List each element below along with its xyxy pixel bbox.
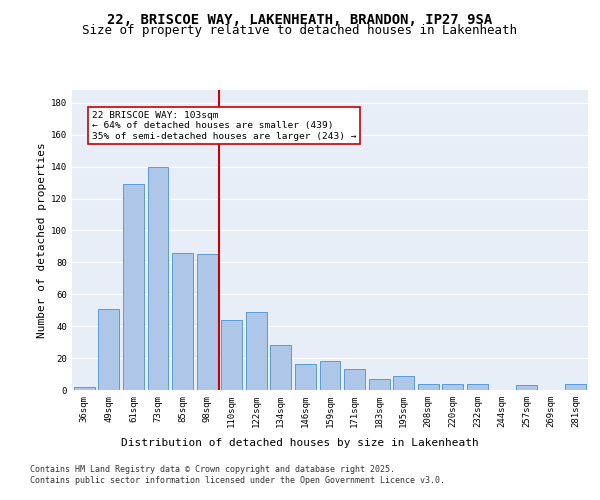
Bar: [442, 384, 463, 390]
Bar: [123, 184, 144, 390]
Y-axis label: Number of detached properties: Number of detached properties: [37, 142, 47, 338]
Bar: [172, 253, 193, 390]
Text: Distribution of detached houses by size in Lakenheath: Distribution of detached houses by size …: [121, 438, 479, 448]
Bar: [393, 376, 414, 390]
Text: 22, BRISCOE WAY, LAKENHEATH, BRANDON, IP27 9SA: 22, BRISCOE WAY, LAKENHEATH, BRANDON, IP…: [107, 12, 493, 26]
Text: Contains HM Land Registry data © Crown copyright and database right 2025.: Contains HM Land Registry data © Crown c…: [30, 465, 395, 474]
Bar: [271, 346, 292, 390]
Bar: [368, 379, 389, 390]
Text: Contains public sector information licensed under the Open Government Licence v3: Contains public sector information licen…: [30, 476, 445, 485]
Bar: [418, 384, 439, 390]
Bar: [74, 387, 95, 390]
Bar: [148, 166, 169, 390]
Bar: [320, 362, 340, 390]
Bar: [246, 312, 267, 390]
Bar: [221, 320, 242, 390]
Text: Size of property relative to detached houses in Lakenheath: Size of property relative to detached ho…: [83, 24, 517, 37]
Bar: [344, 370, 365, 390]
Bar: [565, 384, 586, 390]
Bar: [516, 385, 537, 390]
Bar: [467, 384, 488, 390]
Text: 22 BRISCOE WAY: 103sqm
← 64% of detached houses are smaller (439)
35% of semi-de: 22 BRISCOE WAY: 103sqm ← 64% of detached…: [92, 110, 356, 140]
Bar: [98, 308, 119, 390]
Bar: [295, 364, 316, 390]
Bar: [197, 254, 218, 390]
